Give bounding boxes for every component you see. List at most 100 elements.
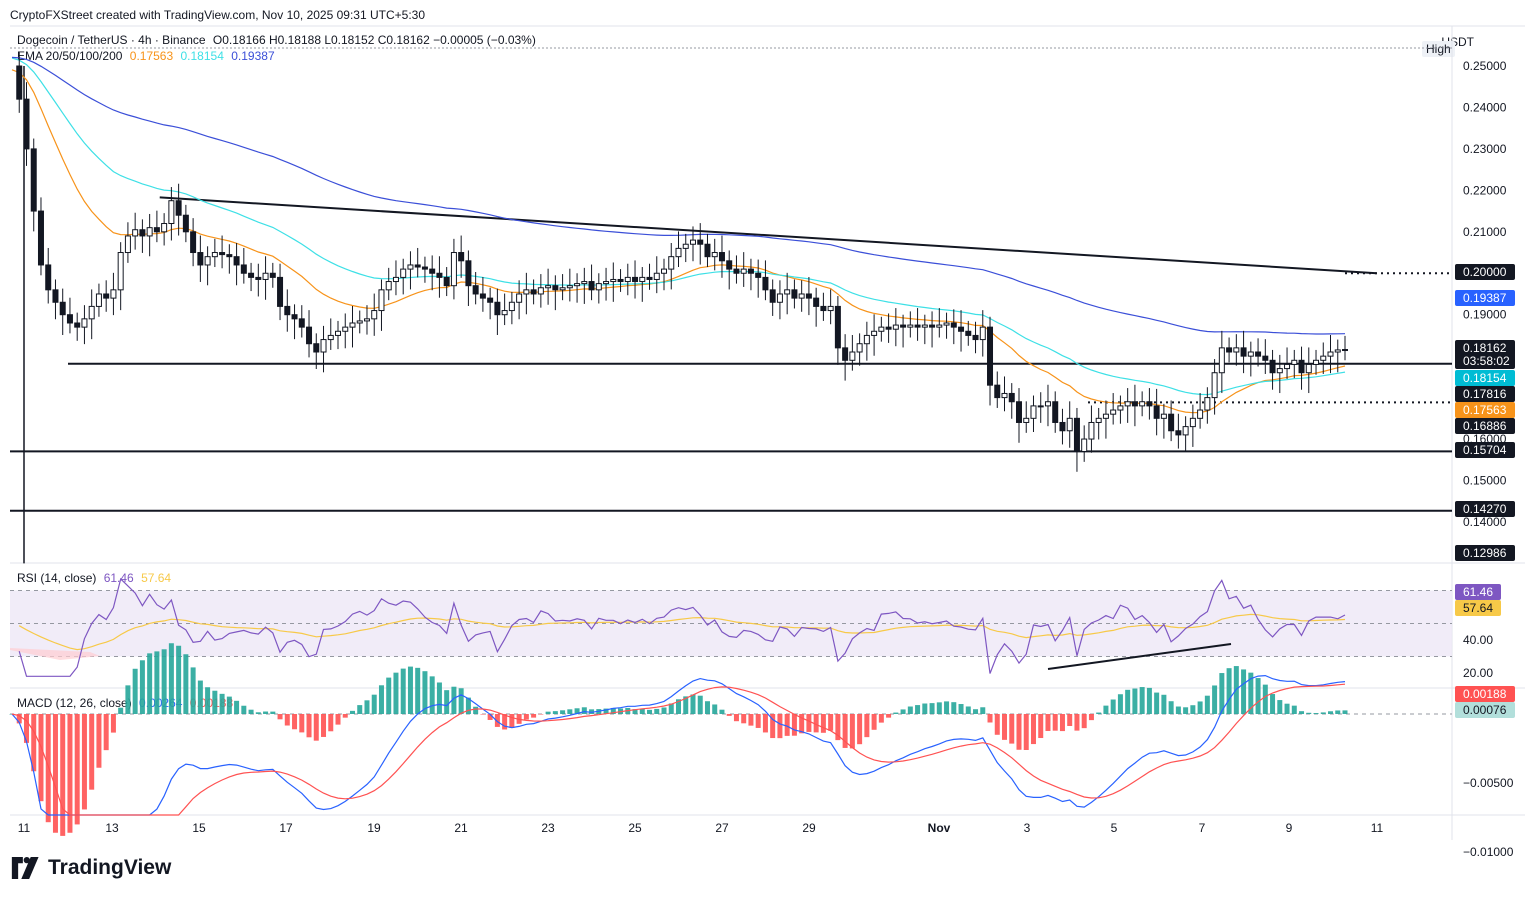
macd-histogram-bar <box>1009 714 1015 744</box>
macd-histogram-bar <box>1168 701 1174 714</box>
price-label-text: 0.19387 <box>1463 291 1507 305</box>
macd-histogram-bar <box>857 714 863 745</box>
macd-histogram-bar <box>567 709 573 714</box>
bullish-candle <box>545 285 552 289</box>
macd-histogram-bar <box>552 711 558 714</box>
macd-value-badge <box>1455 686 1515 702</box>
macd-histogram-bar <box>81 714 87 810</box>
bullish-candle <box>1124 401 1131 407</box>
time-tick-label: 3 <box>1024 821 1031 835</box>
macd-histogram-bar <box>357 705 363 714</box>
macd-histogram-bar <box>1146 687 1152 714</box>
macd-histogram-bar <box>1045 714 1051 731</box>
macd-histogram-bar <box>1088 714 1094 721</box>
macd-histogram-bar <box>806 714 812 732</box>
bullish-candle <box>1284 363 1291 370</box>
macd-histogram-bar <box>770 714 776 739</box>
bullish-candle <box>878 326 885 332</box>
bearish-candle <box>842 347 849 361</box>
bullish-candle <box>1037 405 1044 408</box>
bearish-candle <box>718 252 725 262</box>
macd-histogram-bar <box>96 714 102 768</box>
macd-histogram-bar <box>89 714 95 790</box>
macd-histogram-bar <box>842 714 848 748</box>
macd-histogram-bar <box>1183 707 1189 714</box>
macd-line <box>11 674 1346 816</box>
macd-histogram-bar <box>1299 711 1305 714</box>
macd-histogram-bar <box>1016 714 1022 750</box>
macd-histogram-bar <box>1284 703 1290 714</box>
macd-histogram-bar <box>1023 714 1029 750</box>
bullish-candle <box>81 318 88 328</box>
bullish-candle <box>689 239 696 245</box>
bearish-candle <box>914 324 921 328</box>
bullish-candle <box>342 326 349 332</box>
bullish-candle <box>378 289 385 312</box>
macd-histogram-bar <box>719 709 725 714</box>
tradingview-logo: TradingView <box>10 856 171 880</box>
macd-histogram-bar <box>378 685 384 714</box>
bullish-candle <box>1095 417 1102 423</box>
bearish-candle <box>1255 351 1262 357</box>
macd-histogram-bar <box>371 694 377 714</box>
macd-histogram-bar <box>871 714 877 730</box>
macd-histogram-bar <box>1002 714 1008 740</box>
bullish-candle <box>776 293 783 303</box>
macd-histogram-bar <box>31 714 37 772</box>
macd-histogram-bar <box>1096 712 1102 714</box>
price-label-text: 0.12986 <box>1463 546 1507 560</box>
ema-value-3: 0.19387 <box>231 49 275 63</box>
bullish-candle <box>907 324 914 328</box>
bearish-candle <box>733 268 740 274</box>
rsi-line <box>18 577 1346 677</box>
bullish-candle <box>146 227 153 237</box>
macd-histogram-bar <box>335 714 341 725</box>
bearish-candle <box>226 254 233 258</box>
macd-histogram-bar <box>23 714 29 743</box>
macd-histogram-bar <box>458 688 464 714</box>
macd-histogram-bar <box>531 714 537 718</box>
macd-histogram-bar <box>1132 688 1138 714</box>
bullish-candle <box>392 276 399 283</box>
price-label-badge <box>1455 290 1515 306</box>
rsi-label: RSI (14, close) <box>17 571 97 585</box>
macd-histogram-bar <box>907 706 913 714</box>
bearish-candle <box>479 293 486 299</box>
bearish-candle <box>175 200 182 216</box>
macd-histogram-bar <box>820 714 826 733</box>
bearish-candle <box>1131 401 1138 407</box>
macd-histogram-bar <box>1052 714 1058 731</box>
bullish-candle <box>581 281 588 285</box>
ema-legend[interactable]: EMA 20/50/100/200 0.17563 0.18154 0.1938… <box>17 49 279 63</box>
bearish-candle <box>1298 359 1305 374</box>
time-tick-label: 21 <box>454 821 468 835</box>
rsi-value: 61.46 <box>103 571 134 585</box>
rsi-legend[interactable]: RSI (14, close) 61.46 57.64 <box>17 571 175 585</box>
bullish-candle <box>1218 347 1225 374</box>
macd-histogram-bar <box>1103 705 1109 714</box>
bullish-candle <box>668 256 675 270</box>
bullish-candle <box>407 264 414 270</box>
bearish-candle <box>465 260 472 287</box>
bullish-candle <box>1342 349 1348 352</box>
macd-tick-label: −0.01000 <box>1463 845 1514 859</box>
bullish-candle <box>863 334 870 345</box>
macd-histogram-bar <box>473 706 479 714</box>
price-tick-label: 0.19000 <box>1463 308 1507 322</box>
price-label-text: 0.14270 <box>1463 502 1507 516</box>
bullish-candle <box>88 305 95 320</box>
tradingview-wordmark: TradingView <box>48 856 172 879</box>
macd-histogram-bar <box>1038 714 1044 739</box>
bullish-candle <box>711 252 718 258</box>
bullish-candle <box>117 252 124 291</box>
resistance-trendline <box>159 196 1377 275</box>
bearish-candle <box>436 272 443 278</box>
macd-histogram-bar <box>1190 705 1196 714</box>
bearish-candle <box>929 324 936 328</box>
rsi-value-badge <box>1455 584 1501 600</box>
bullish-candle <box>849 351 856 361</box>
symbol-name: Dogecoin / TetherUS · 4h · Binance <box>17 33 206 47</box>
bullish-candle <box>595 283 602 291</box>
macd-histogram-bar <box>864 714 870 738</box>
